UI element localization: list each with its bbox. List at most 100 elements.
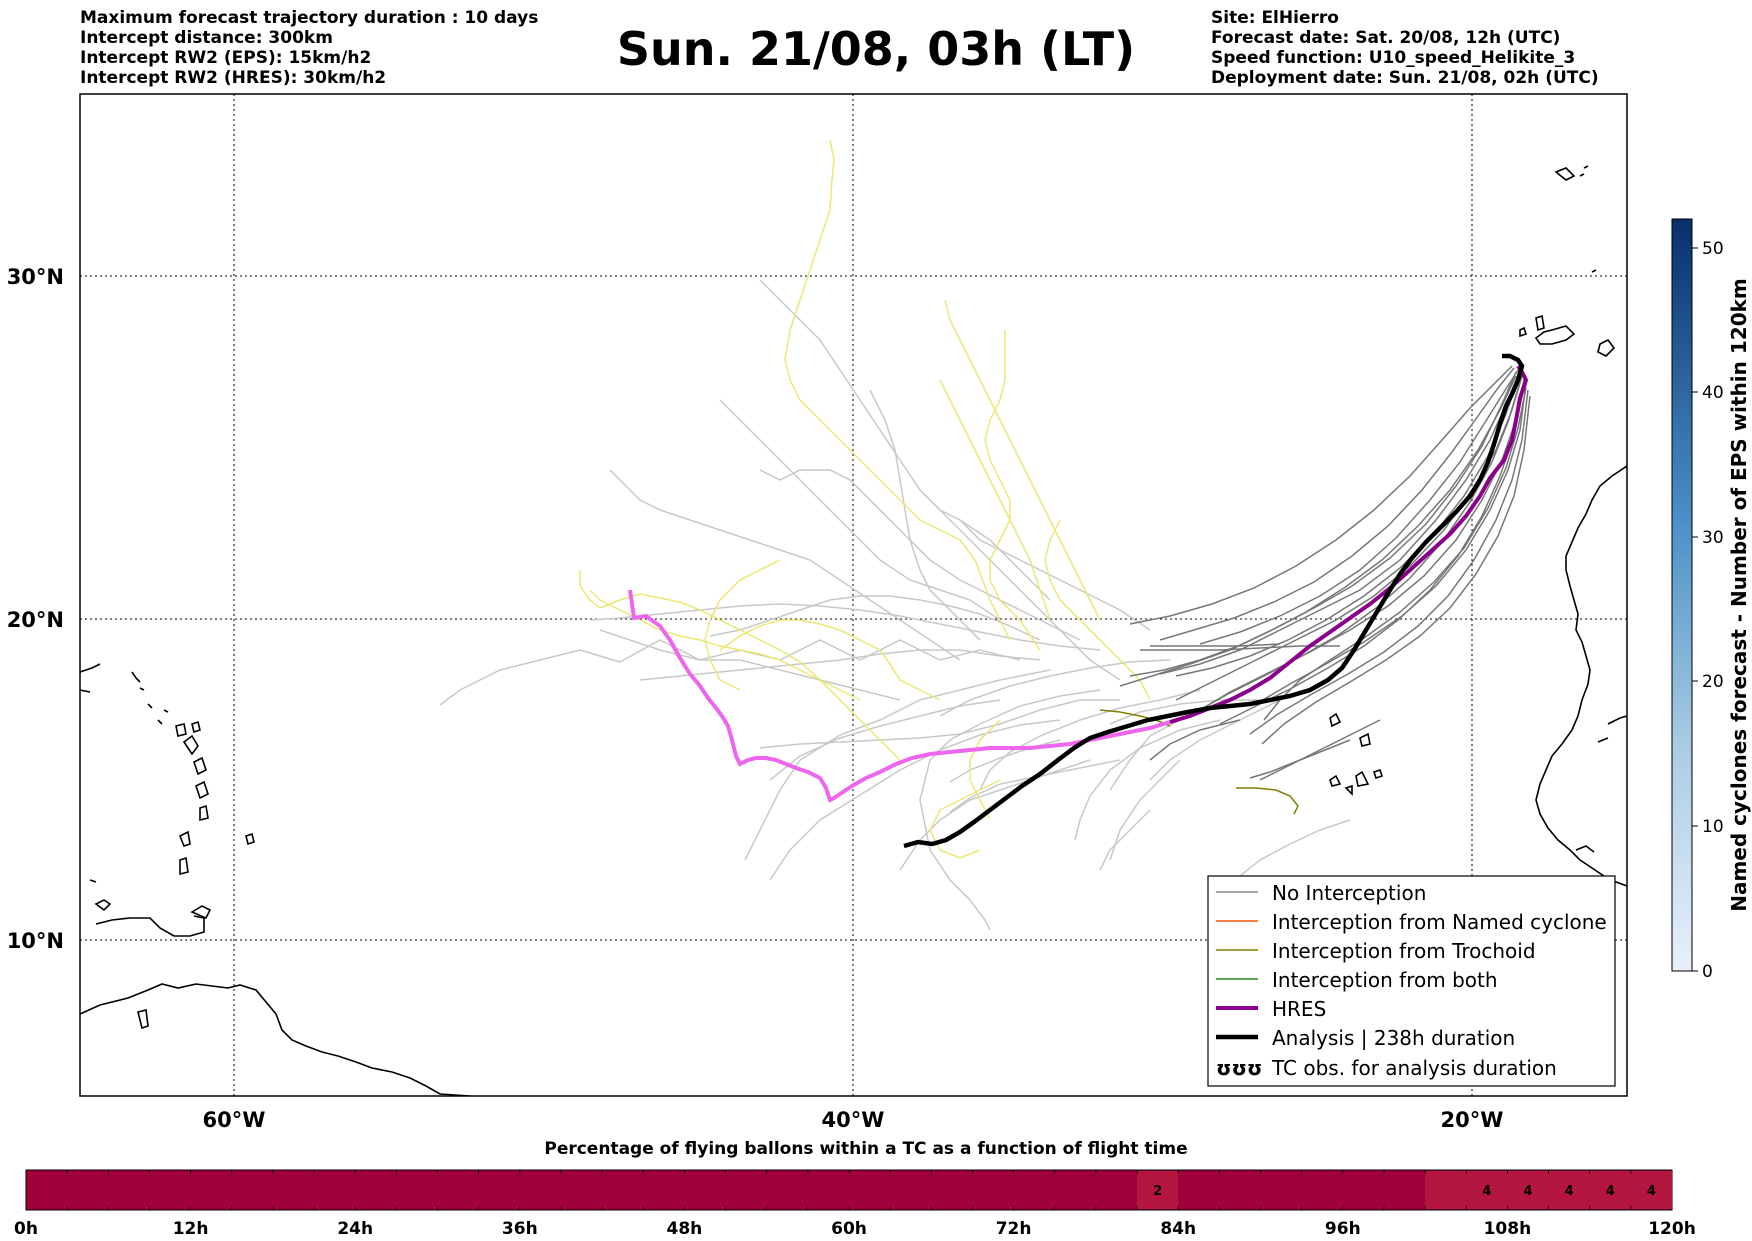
time-bar-cell <box>1548 1171 1590 1209</box>
trajectory-path <box>784 139 1011 641</box>
trajectory-path <box>939 379 1051 621</box>
time-bar-cell-label: 4 <box>1523 1184 1532 1199</box>
header-line: Forecast date: Sat. 20/08, 12h (UTC) <box>1211 28 1561 48</box>
trajectory-path <box>969 719 1001 819</box>
colorbar-tick-label: 20 <box>1702 672 1724 692</box>
time-bar-cell-label: 4 <box>1647 1184 1656 1199</box>
trajectory-path <box>1219 385 1525 725</box>
legend-item: Analysis | 238h duration <box>1216 1026 1515 1050</box>
hres-pink-trajectory <box>628 589 1171 803</box>
lat-label: 10°N <box>7 929 64 953</box>
trajectory-path <box>939 659 1171 717</box>
trajectory-path <box>1261 395 1531 745</box>
time-bar-cell-label: 2 <box>1153 1184 1162 1199</box>
header-left-info: Maximum forecast trajectory duration : 1… <box>80 8 538 88</box>
legend-label: HRES <box>1272 997 1326 1021</box>
trajectory-path <box>609 469 961 661</box>
analysis-trajectory <box>903 353 1525 849</box>
trinidad-island <box>190 905 212 920</box>
header-line: Intercept distance: 300km <box>80 28 333 48</box>
trajectory-path <box>1044 519 1151 701</box>
tobago-island <box>137 1009 149 1030</box>
lon-label: 40°W <box>822 1108 885 1132</box>
legend-item: Interception from Trochoid <box>1216 939 1536 963</box>
colorbar-title: Named cyclones forecast - Number of EPS … <box>1727 278 1751 912</box>
trajectory-path <box>1259 719 1381 781</box>
trajectory-path <box>719 399 1001 621</box>
lesser-antilles-8 <box>191 720 201 734</box>
time-bar-cell-label: 4 <box>1482 1184 1491 1199</box>
page-title: Sun. 21/08, 03h (LT) <box>616 22 1136 76</box>
trajectory-path <box>1140 645 1340 651</box>
madeira-island <box>1554 165 1589 181</box>
lesser-antilles-2 <box>193 756 207 776</box>
colorbar-gradient <box>1671 218 1693 972</box>
trajectory-path <box>1074 719 1221 841</box>
trajectory-path <box>1159 367 1515 641</box>
lon-label: 60°W <box>203 1108 266 1132</box>
trajectory-path <box>919 689 1101 931</box>
south-america-coast <box>80 983 471 1096</box>
trajectory-path <box>899 759 1091 871</box>
header-line: Deployment date: Sun. 21/08, 02h (UTC) <box>1211 68 1599 88</box>
coastlines <box>80 165 1627 1096</box>
time-bar-tick-label: 84h <box>1160 1219 1196 1239</box>
lat-labels: 30°N 20°N 10°N <box>7 265 64 953</box>
colorbar-ticks <box>1692 247 1698 972</box>
legend-label: Interception from Named cyclone <box>1272 910 1607 934</box>
header-line: Intercept RW2 (EPS): 15km/h2 <box>80 48 372 68</box>
time-bar-tick-label: 72h <box>996 1219 1032 1239</box>
trajectory-path <box>1129 365 1513 625</box>
trajectory-path <box>1119 375 1517 687</box>
eps-trajectories-light <box>439 279 1351 931</box>
trajectory-path <box>1109 759 1181 861</box>
trajectory-path <box>579 570 901 761</box>
trajectory-path <box>1239 819 1351 877</box>
trajectory-path <box>1159 371 1521 675</box>
trochoid-trajectories <box>1099 709 1299 815</box>
legend-item: Interception from Named cyclone <box>1216 910 1607 934</box>
time-bar-cell <box>1589 1171 1631 1209</box>
legend-item: ʊʊʊ TC obs. for analysis duration <box>1216 1056 1557 1080</box>
lesser-antilles-3 <box>195 780 209 800</box>
time-bar-base <box>25 1169 1673 1211</box>
trajectory-path <box>759 699 1120 749</box>
eps-trajectories-yellow <box>579 139 1151 859</box>
legend-box <box>1207 875 1616 1087</box>
time-bar-tick-label: 96h <box>1325 1219 1361 1239</box>
colorbar-tick-label: 30 <box>1702 528 1724 548</box>
colorbar-tick-label: 10 <box>1702 817 1724 837</box>
time-bar-tick-label: 108h <box>1484 1219 1532 1239</box>
lesser-antilles-1 <box>182 734 199 756</box>
time-bar-tick-label: 12h <box>173 1219 209 1239</box>
canary-islands-4 <box>1519 326 1528 338</box>
lon-label: 20°W <box>1441 1108 1504 1132</box>
legend-label: Interception from Trochoid <box>1272 939 1536 963</box>
legend-item: Interception from both <box>1216 968 1498 992</box>
time-bar-cell <box>1630 1171 1672 1209</box>
time-bar-cell-label: 4 <box>1565 1184 1574 1199</box>
caribbean-small-isles <box>80 663 169 912</box>
africa-coast <box>1535 465 1627 887</box>
time-bar-tick-label: 48h <box>667 1219 703 1239</box>
legend-item: No Interception <box>1216 881 1426 905</box>
cape-verde-islands <box>1329 712 1384 796</box>
trajectory-path <box>944 299 1101 621</box>
legend-label: TC obs. for analysis duration <box>1271 1056 1557 1080</box>
time-bar-tick-label: 0h <box>14 1219 38 1239</box>
time-bar-tick-label: 36h <box>502 1219 538 1239</box>
time-bar-tick-label: 120h <box>1648 1219 1696 1239</box>
map-frame <box>79 93 1628 1097</box>
trajectory-path <box>744 669 1051 861</box>
lat-label: 30°N <box>7 265 64 289</box>
time-bar-cell <box>1507 1171 1549 1209</box>
time-bar-cells: 2 4 4 4 4 4 <box>1137 1171 1672 1209</box>
trajectory-path <box>1195 381 1521 713</box>
header-right-info: Site: ElHierro Forecast date: Sat. 20/08… <box>1211 8 1599 88</box>
barbados-island <box>245 832 255 846</box>
canary-islands-1 <box>1534 325 1576 345</box>
legend: No Interception Interception from Named … <box>1207 875 1616 1087</box>
lesser-antilles-5 <box>178 830 191 847</box>
trajectory-path <box>769 719 1061 881</box>
trajectory-path <box>704 559 781 691</box>
